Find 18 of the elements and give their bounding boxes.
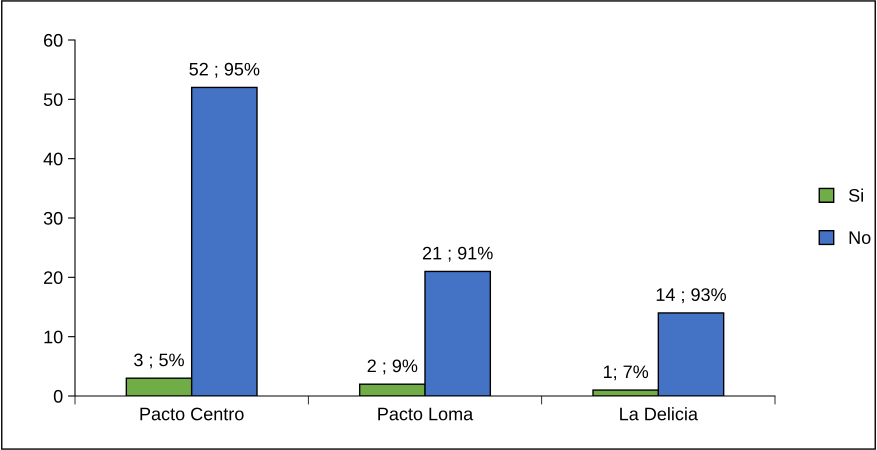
data-label: 2 ; 9%	[368, 359, 418, 374]
x-tick-label: Pacto Centro	[140, 408, 244, 420]
y-tick-label: 0	[54, 390, 62, 403]
data-label: 21 ; 91%	[422, 246, 493, 262]
y-tick-label: 60	[44, 34, 62, 47]
legend-label: Si	[848, 188, 863, 202]
x-tick-label: La Delicia	[620, 407, 698, 420]
y-tick-label: 50	[44, 93, 62, 106]
data-label: 52 ; 95%	[189, 62, 260, 78]
x-tick-label: Pacto Loma	[378, 408, 474, 420]
data-label: 14 ; 93%	[656, 288, 726, 304]
y-tick-label: 40	[44, 152, 62, 166]
y-tick-label: 10	[44, 330, 62, 344]
legend-label: No	[850, 231, 870, 244]
data-label: 1; 7%	[604, 365, 648, 380]
data-label: 3 ; 5%	[134, 354, 184, 368]
y-tick-label: 30	[44, 212, 62, 225]
y-tick-label: 20	[44, 271, 62, 284]
